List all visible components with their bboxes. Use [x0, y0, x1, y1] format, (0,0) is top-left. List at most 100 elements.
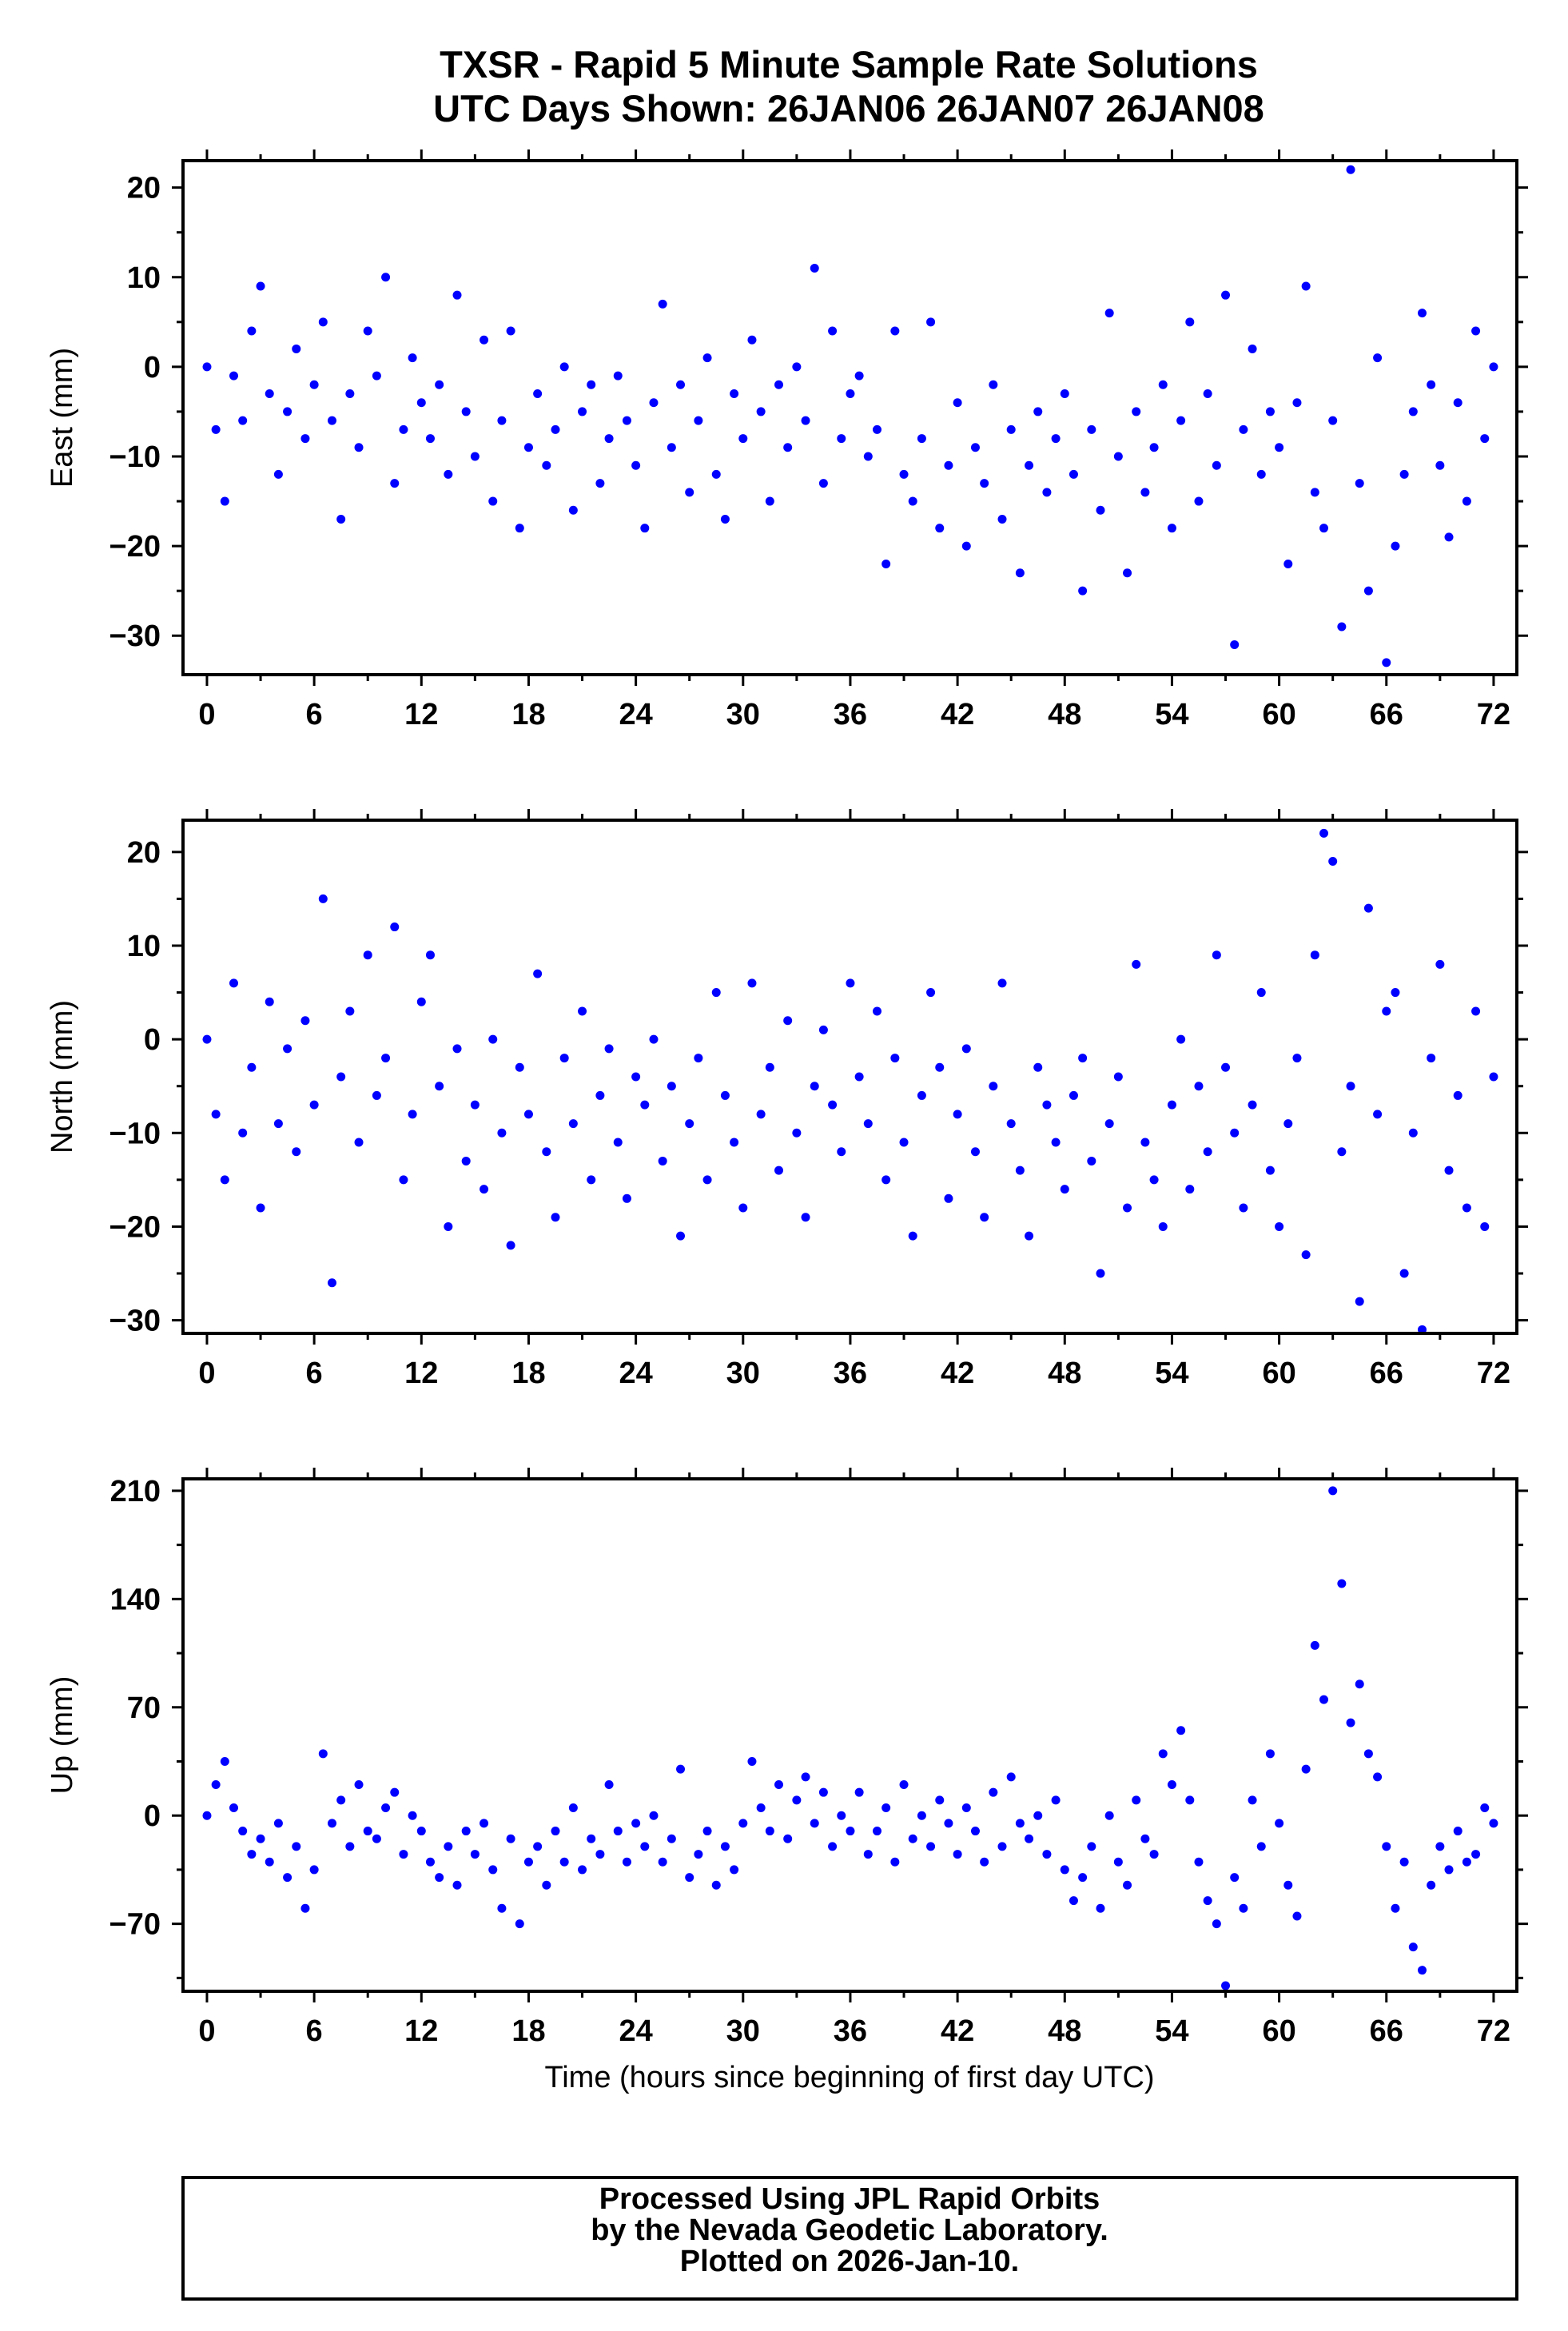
east-data-point	[1382, 658, 1391, 667]
east-data-point	[1275, 443, 1284, 452]
up-data-point	[1149, 1850, 1159, 1859]
north-data-point	[1104, 1119, 1114, 1129]
north-data-point	[1453, 1090, 1463, 1100]
up-data-point	[667, 1834, 676, 1843]
up-data-point	[1042, 1850, 1052, 1859]
east-data-point	[1462, 496, 1471, 506]
north-data-point	[1123, 1203, 1132, 1213]
x-tick-label: 30	[726, 698, 760, 731]
east-data-point	[1265, 407, 1275, 416]
north-data-point	[837, 1147, 846, 1157]
east-data-point	[1408, 407, 1418, 416]
north-data-point	[506, 1241, 515, 1250]
east-data-point	[568, 505, 578, 515]
north-data-point	[872, 1006, 882, 1016]
east-data-point	[1328, 416, 1338, 425]
east-data-point	[882, 560, 891, 569]
up-data-point	[470, 1850, 480, 1859]
up-data-point	[1158, 1749, 1168, 1759]
east-data-point	[1221, 290, 1231, 300]
east-data-point	[220, 496, 229, 506]
north-data-point	[1337, 1147, 1347, 1157]
up-data-point	[363, 1827, 372, 1836]
up-data-point	[1140, 1834, 1150, 1843]
x-tick-label: 6	[306, 698, 323, 731]
north-data-point	[515, 1062, 524, 1072]
north-data-point	[810, 1082, 819, 1091]
y-tick-label: −30	[109, 1305, 161, 1338]
up-data-point	[425, 1857, 435, 1867]
up-data-point	[899, 1780, 909, 1790]
x-tick-label: 12	[404, 2014, 438, 2048]
north-frame	[181, 819, 1518, 1335]
north-data-point	[783, 1016, 793, 1026]
north-data-point	[1230, 1128, 1240, 1138]
north-data-point	[399, 1175, 408, 1185]
east-data-point	[702, 353, 712, 363]
up-data-point	[238, 1827, 248, 1836]
north-data-point	[622, 1193, 631, 1203]
up-data-point	[1382, 1842, 1391, 1851]
footer-box	[181, 2176, 1518, 2301]
north-data-point	[1319, 828, 1329, 838]
east-data-point	[783, 443, 793, 452]
up-data-point	[211, 1780, 221, 1790]
east-data-point	[300, 434, 310, 444]
up-data-point	[1113, 1857, 1123, 1867]
north-data-point	[587, 1175, 596, 1185]
up-data-point	[506, 1834, 515, 1843]
up-data-point	[1239, 1903, 1248, 1913]
chart-title-line-1: TXSR - Rapid 5 Minute Sample Rate Soluti…	[440, 43, 1258, 86]
up-points	[202, 1486, 1498, 1990]
north-data-point	[408, 1110, 417, 1119]
east-data-point	[202, 362, 212, 372]
x-tick-label: 12	[404, 1357, 438, 1390]
east-data-point	[622, 416, 631, 425]
footer-line-1: Processed Using JPL Rapid Orbits	[599, 2182, 1100, 2216]
east-data-point	[381, 273, 391, 282]
north-data-point	[997, 978, 1007, 988]
north-data-point	[1087, 1156, 1096, 1166]
east-data-point	[1167, 524, 1176, 533]
up-data-point	[292, 1842, 301, 1851]
east-data-point	[587, 380, 596, 389]
x-tick-label: 60	[1262, 2014, 1295, 2048]
north-data-point	[1292, 1054, 1302, 1063]
up-data-point	[354, 1780, 364, 1790]
north-data-point	[747, 978, 757, 988]
up-data-point	[595, 1850, 605, 1859]
x-tick-label: 24	[619, 2014, 652, 2048]
east-data-point	[1239, 424, 1248, 434]
east-data-point	[1096, 505, 1105, 515]
north-data-point	[908, 1231, 917, 1241]
up-data-point	[229, 1803, 239, 1813]
east-data-point	[523, 443, 533, 452]
north-data-point	[1015, 1166, 1025, 1175]
up-data-point	[828, 1842, 838, 1851]
east-data-point	[694, 416, 703, 425]
east-data-point	[961, 541, 971, 551]
north-data-point	[1382, 1006, 1391, 1016]
y-axis-label: East (mm)	[46, 348, 79, 488]
north-data-point	[551, 1213, 560, 1222]
east-data-point	[283, 407, 293, 416]
east-data-point	[738, 434, 748, 444]
up-data-point	[273, 1819, 283, 1828]
north-data-point	[1346, 1082, 1355, 1091]
north-data-point	[559, 1054, 569, 1063]
east-data-point	[846, 389, 855, 399]
x-tick-label: 36	[834, 698, 867, 731]
east-data-point	[390, 479, 400, 488]
up-data-point	[1391, 1903, 1400, 1913]
up-data-point	[1060, 1865, 1069, 1875]
north-data-point	[1239, 1203, 1248, 1213]
north-data-point	[1310, 950, 1319, 960]
x-tick-label: 66	[1370, 2014, 1403, 2048]
up-data-point	[461, 1827, 471, 1836]
x-tick-label: 0	[198, 2014, 215, 2048]
north-data-point	[1212, 950, 1221, 960]
up-data-point	[953, 1850, 962, 1859]
panel-east: 0 6 12 18 24 30 36 42 48 54 60 66 72 20 10 0 −10 −20 −30 Ea…	[46, 149, 1528, 731]
north-data-point	[1265, 1166, 1275, 1175]
up-data-point	[480, 1819, 489, 1828]
